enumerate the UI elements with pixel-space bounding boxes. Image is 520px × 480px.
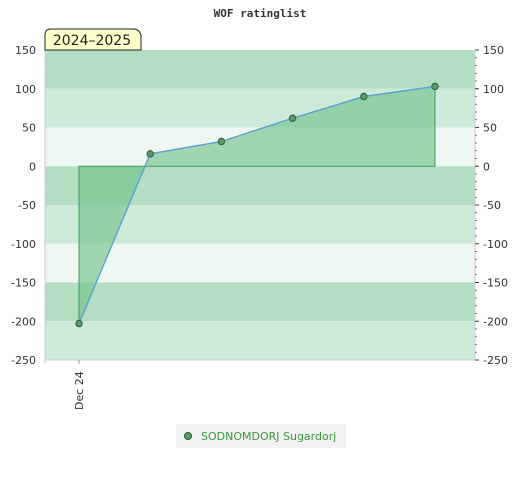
background-band <box>45 69 475 89</box>
y-tick-label-left: -50 <box>18 199 36 212</box>
background-band <box>45 340 475 360</box>
y-tick-label-left: 50 <box>22 122 36 135</box>
y-tick-label-left: 100 <box>15 83 36 96</box>
y-axis-left: -250 -200 -150 -100 -50 0 50 100 150 <box>11 44 36 367</box>
y-tick-label-right: -100 <box>483 238 508 251</box>
y-axis-right: -250 -200 -150 -100 -50 0 50 100 150 <box>475 44 508 367</box>
background-band <box>45 321 475 341</box>
y-tick-label-right: -50 <box>483 199 501 212</box>
y-tick-label-right: -200 <box>483 315 508 328</box>
background-band <box>45 205 475 225</box>
data-point <box>431 82 439 91</box>
legend-box <box>176 424 346 448</box>
legend-series-name: SODNOMDORJ Sugardorj <box>201 430 336 443</box>
data-point <box>288 114 297 122</box>
y-tick-label-left: -200 <box>11 315 36 328</box>
background-band <box>45 50 475 70</box>
data-point <box>360 92 368 101</box>
background-band <box>45 263 475 283</box>
y-tick-label-right: 100 <box>483 83 504 96</box>
y-tick-label-left: 0 <box>29 160 36 173</box>
legend-marker <box>184 432 192 440</box>
background-band <box>45 224 475 244</box>
background-band <box>45 301 475 322</box>
y-tick-label-left: -250 <box>11 354 36 367</box>
series-line <box>78 85 436 324</box>
background-band <box>45 166 475 186</box>
background-band <box>45 243 475 264</box>
data-point <box>217 137 226 146</box>
y-tick-label-left: -100 <box>11 238 36 251</box>
y-tick-label-left: 150 <box>15 44 36 57</box>
chart-title: WOF ratinglist <box>214 7 307 20</box>
season-label: 2024–2025 <box>53 33 131 49</box>
points-layer <box>75 82 439 328</box>
x-tick-label: Dec 24 <box>73 371 86 410</box>
data-point <box>146 150 154 158</box>
y-tick-label-left: -150 <box>11 277 36 290</box>
season-badge: 2024–2025 <box>44 28 142 51</box>
y-tick-label-right: -150 <box>483 277 508 290</box>
y-tick-label-right: 150 <box>483 44 504 57</box>
background-bands <box>45 50 475 360</box>
season-badge-box <box>44 28 142 51</box>
y-tick-label-right: -250 <box>483 354 508 367</box>
y-tick-label-right: 0 <box>483 160 490 173</box>
legend: SODNOMDORJ Sugardorj <box>176 424 346 448</box>
data-point <box>75 319 83 328</box>
x-axis: Dec 24 <box>73 360 86 410</box>
background-band <box>45 282 475 302</box>
background-band <box>45 185 475 205</box>
y-tick-label-right: 50 <box>483 122 497 135</box>
